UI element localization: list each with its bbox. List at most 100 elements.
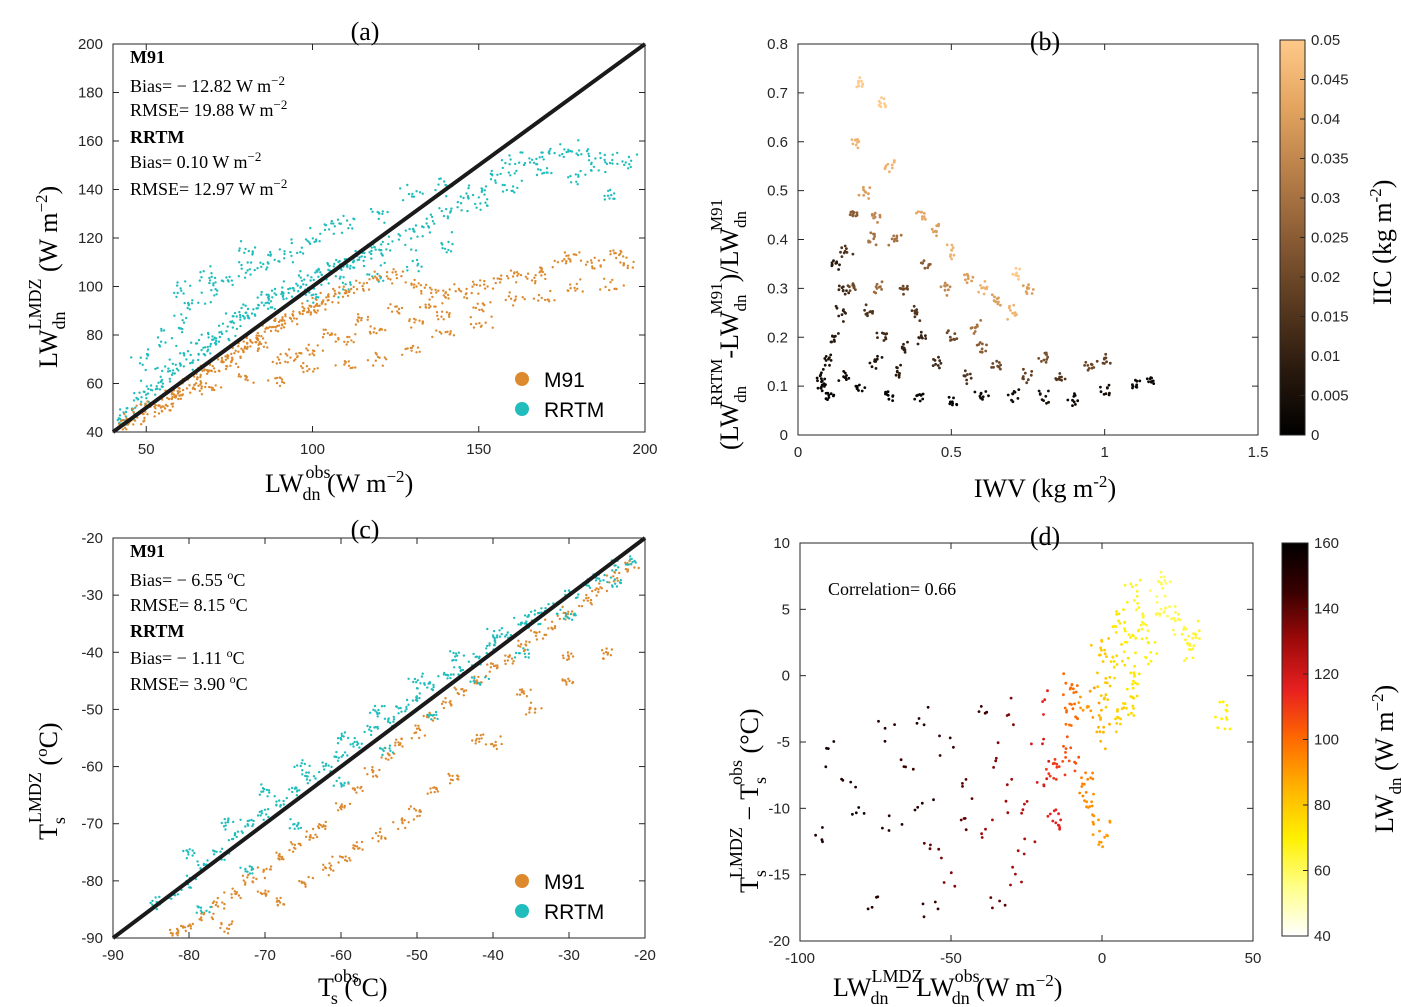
data-point-m91 xyxy=(526,277,529,280)
data-point xyxy=(1011,272,1015,276)
data-point-rrtm xyxy=(179,364,182,367)
data-point-rrtm xyxy=(628,555,632,558)
data-point-m91 xyxy=(528,706,532,709)
data-point-rrtm xyxy=(539,622,542,626)
data-point-rrtm xyxy=(489,178,493,181)
data-point xyxy=(996,302,1000,306)
data-point-rrtm xyxy=(434,710,438,714)
data-point-m91 xyxy=(324,867,328,870)
data-point-m91 xyxy=(361,789,364,793)
data-point xyxy=(874,243,878,247)
data-point-m91 xyxy=(380,835,383,838)
data-point-m91 xyxy=(357,316,360,319)
label-superscript: LMDZ xyxy=(726,827,746,878)
data-point-rrtm xyxy=(613,197,616,200)
data-point-m91 xyxy=(532,297,536,300)
data-point-m91 xyxy=(208,385,211,389)
legend-label: M91 xyxy=(544,871,585,894)
data-point-m91 xyxy=(255,334,258,337)
data-point xyxy=(970,279,973,283)
data-point-m91 xyxy=(272,325,275,329)
data-point xyxy=(1027,283,1030,287)
data-point xyxy=(1005,783,1009,787)
data-point-m91 xyxy=(553,299,556,302)
data-point xyxy=(851,282,855,285)
data-point-m91 xyxy=(343,340,346,343)
data-point-m91 xyxy=(556,614,559,617)
data-point xyxy=(915,211,918,215)
data-point-rrtm xyxy=(449,211,452,214)
data-point-m91 xyxy=(309,313,312,316)
data-point-rrtm xyxy=(545,167,549,170)
data-point-rrtm xyxy=(218,331,221,334)
data-point xyxy=(855,213,859,217)
y-tick-label: -20 xyxy=(768,933,790,950)
data-point-rrtm xyxy=(412,680,415,684)
data-point-m91 xyxy=(406,347,409,350)
data-point-rrtm xyxy=(391,751,395,754)
data-point-rrtm xyxy=(214,288,217,291)
label-part: LW xyxy=(265,469,304,498)
data-point-rrtm xyxy=(266,307,270,310)
panel-title: (a) xyxy=(351,17,380,46)
data-point-rrtm xyxy=(319,271,322,274)
label-subscript: dn xyxy=(871,988,889,1007)
data-point-rrtm xyxy=(203,354,207,357)
data-point-rrtm xyxy=(246,307,250,311)
data-point-rrtm xyxy=(182,849,185,853)
data-point-rrtm xyxy=(485,647,488,650)
data-point-rrtm xyxy=(339,782,342,785)
data-point-m91 xyxy=(177,387,180,390)
data-point-rrtm xyxy=(260,265,263,268)
data-point-m91 xyxy=(391,282,394,285)
data-point xyxy=(829,353,833,357)
data-point xyxy=(938,359,942,362)
data-point xyxy=(1174,611,1177,614)
data-point-rrtm xyxy=(575,152,578,155)
data-point-rrtm xyxy=(191,368,194,371)
data-point-rrtm xyxy=(338,259,341,263)
data-point-m91 xyxy=(237,345,240,348)
data-point xyxy=(1122,706,1126,710)
data-point-rrtm xyxy=(457,673,460,676)
data-point xyxy=(1041,742,1044,746)
data-point-m91 xyxy=(509,297,513,300)
data-point xyxy=(1092,686,1096,690)
data-point-rrtm xyxy=(297,821,300,825)
data-point xyxy=(886,390,890,394)
data-point xyxy=(899,758,903,762)
data-point-m91 xyxy=(231,920,234,923)
data-point-rrtm xyxy=(260,809,263,813)
data-point xyxy=(1116,715,1119,719)
data-point xyxy=(1147,641,1150,645)
data-point xyxy=(1040,360,1043,363)
data-point xyxy=(1090,800,1093,804)
data-point-m91 xyxy=(549,289,552,293)
data-point-m91 xyxy=(178,390,181,393)
data-point-m91 xyxy=(264,894,268,897)
data-point-rrtm xyxy=(296,764,299,767)
data-point-rrtm xyxy=(250,312,254,315)
data-point-m91 xyxy=(348,857,351,860)
data-point xyxy=(985,343,988,347)
data-point-rrtm xyxy=(262,787,266,791)
data-point xyxy=(1123,629,1127,633)
label-subscript: s xyxy=(750,777,770,784)
data-point xyxy=(1054,808,1058,812)
data-point-m91 xyxy=(394,270,397,273)
data-point-m91 xyxy=(489,662,493,665)
unit-superscript: -2 xyxy=(1366,188,1385,202)
data-point-m91 xyxy=(608,581,611,584)
data-point-rrtm xyxy=(238,310,241,314)
data-point xyxy=(1023,837,1027,841)
y-tick-label: -70 xyxy=(81,816,103,833)
data-point-m91 xyxy=(387,753,391,757)
colorbar-tick-label: 0.025 xyxy=(1311,230,1349,247)
data-point-rrtm xyxy=(465,192,468,195)
data-point xyxy=(1115,663,1119,666)
data-point-rrtm xyxy=(515,169,518,173)
data-point xyxy=(1102,730,1105,734)
data-point-m91 xyxy=(523,298,526,301)
data-point-m91 xyxy=(276,330,280,333)
data-point xyxy=(885,332,889,335)
